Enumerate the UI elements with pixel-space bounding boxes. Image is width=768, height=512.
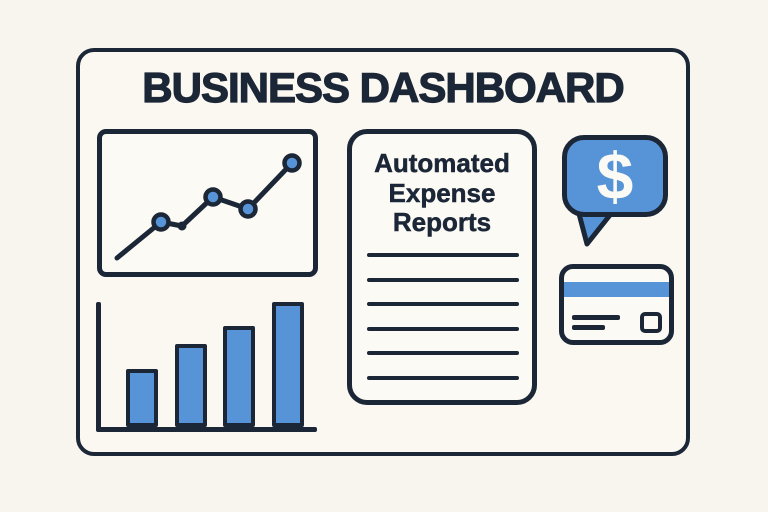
bar-chart-y-axis (96, 302, 101, 430)
report-text-rule (367, 375, 519, 380)
bar (223, 326, 256, 427)
report-text-rule (367, 277, 519, 282)
report-title-line: Reports (392, 207, 492, 237)
report-text-rule (367, 326, 519, 331)
credit-card-icon (559, 264, 674, 345)
trend-line (114, 160, 295, 261)
bar-chart (95, 300, 319, 432)
report-text-rule (367, 302, 519, 307)
report-text-rule (367, 351, 519, 356)
report-text-rule (367, 253, 519, 257)
credit-card-detail-line (572, 325, 605, 330)
expense-report-title: Automated Expense Reports (352, 148, 532, 238)
credit-card-stripe (564, 282, 669, 297)
bar (271, 302, 304, 427)
trend-data-point (282, 153, 302, 173)
bar (174, 344, 207, 427)
report-title-line: Automated (374, 148, 510, 178)
trend-small-point (177, 221, 187, 231)
trend-data-point (203, 187, 223, 207)
dollar-sign-icon: $ (596, 139, 634, 213)
credit-card-chip (640, 312, 662, 333)
line-chart-panel (97, 129, 318, 277)
trend-data-point (238, 199, 258, 219)
bar (126, 369, 158, 427)
bar-chart-x-axis (96, 427, 317, 432)
trend-line-chart (114, 153, 302, 261)
report-title-line: Expense (388, 177, 496, 208)
page-title: BUSINESS DASHBOARD (142, 63, 626, 111)
report-text-rules (367, 253, 519, 401)
trend-data-point (151, 212, 171, 232)
expense-report-panel: Automated Expense Reports (347, 129, 537, 405)
credit-card-detail-line (572, 315, 620, 320)
dollar-speech-bubble-icon: $ (562, 135, 668, 217)
